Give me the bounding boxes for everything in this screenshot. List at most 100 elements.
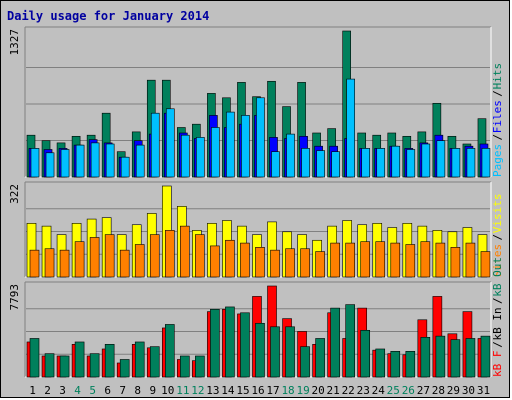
bar-pages-day-4 [75, 144, 85, 178]
x-tick-label-day-29: 29 [447, 384, 460, 397]
x-tick-label-day-22: 22 [342, 384, 355, 397]
bar-pages-day-2 [45, 152, 55, 178]
bar-kb-out-day-5 [89, 353, 100, 378]
bar-sites-day-22 [345, 242, 355, 278]
bar-sites-day-13 [210, 245, 220, 278]
legend-pages: Pages [491, 144, 504, 177]
bar-pages-day-11 [181, 134, 190, 178]
x-tick-label-day-19: 19 [296, 384, 309, 397]
bar-kb-out-day-21 [330, 307, 340, 378]
panel-2-ymax-label: 322 [8, 184, 21, 204]
legend-kb-f: kB F [491, 351, 504, 378]
legend-separator-0-0: / [491, 134, 504, 141]
bar-sites-day-28 [435, 242, 446, 278]
bar-sites-day-27 [420, 241, 431, 278]
bar-pages-day-17 [271, 151, 280, 178]
bar-kb-out-day-3 [59, 355, 70, 378]
bar-sites-day-25 [390, 242, 401, 278]
bar-pages-day-10 [165, 108, 175, 178]
x-tick-label-day-31: 31 [477, 384, 490, 397]
legend-kb-out: kB Out [491, 257, 504, 297]
bar-sites-day-30 [465, 242, 476, 278]
bar-kb-out-day-18 [285, 326, 295, 378]
bar-kb-out-day-9 [149, 346, 160, 378]
bar-kb-out-day-13 [210, 308, 220, 378]
bar-sites-day-17 [270, 249, 280, 278]
bar-sites-day-29 [450, 247, 461, 278]
panel-3-ymax-label: 7793 [8, 284, 21, 311]
bar-pages-day-3 [60, 149, 70, 178]
bar-kb-out-day-2 [44, 353, 55, 378]
x-tick-label-day-21: 21 [327, 384, 340, 397]
x-tick-label-day-30: 30 [462, 384, 475, 397]
bar-sites-day-20 [315, 251, 325, 278]
bar-sites-day-7 [119, 249, 130, 278]
bar-sites-day-10 [164, 230, 175, 278]
bar-sites-day-3 [59, 249, 70, 278]
bar-sites-day-4 [74, 241, 85, 278]
x-tick-label-day-17: 17 [266, 384, 279, 397]
bar-pages-day-5 [90, 142, 100, 178]
bar-kb-out-day-12 [195, 355, 205, 378]
bar-sites-day-26 [405, 244, 416, 278]
x-tick-label-day-15: 15 [236, 384, 249, 397]
bar-pages-day-21 [331, 151, 340, 178]
x-tick-label-day-28: 28 [432, 384, 445, 397]
x-tick-label-day-16: 16 [251, 384, 264, 397]
bar-kb-out-day-27 [420, 336, 431, 378]
bar-sites-day-19 [300, 248, 310, 278]
bar-sites-day-21 [330, 242, 340, 278]
bar-kb-out-day-6 [104, 344, 115, 378]
bar-pages-day-1 [30, 148, 40, 178]
x-tick-label-day-23: 23 [357, 384, 370, 397]
bar-kb-out-day-16 [255, 322, 265, 378]
x-tick-label-day-6: 6 [104, 384, 111, 397]
bar-sites-day-8 [134, 244, 145, 278]
bar-sites-day-24 [375, 241, 386, 278]
panel-1-ymax-label: 1327 [8, 29, 21, 56]
legend-files: Files [491, 100, 504, 133]
bar-sites-day-12 [195, 234, 205, 278]
legend-kb-in: kB In [491, 307, 504, 340]
bar-sites-day-23 [360, 241, 371, 278]
bar-sites-day-1 [29, 249, 40, 278]
bar-pages-day-27 [421, 143, 431, 178]
x-tick-label-day-26: 26 [402, 384, 415, 397]
legend-separator-2-1: / [491, 297, 504, 304]
x-tick-label-day-5: 5 [89, 384, 96, 397]
x-tick-label-day-2: 2 [44, 384, 51, 397]
bar-kb-out-day-19 [300, 346, 310, 378]
bar-kb-out-day-10 [164, 324, 175, 378]
x-tick-label-day-11: 11 [176, 384, 189, 397]
bar-pages-day-31 [481, 148, 491, 178]
bar-pages-day-18 [286, 133, 295, 178]
bar-kb-out-day-7 [119, 359, 130, 378]
bar-kb-out-day-25 [390, 351, 401, 378]
bar-kb-out-day-17 [270, 326, 280, 378]
x-tick-label-day-14: 14 [221, 384, 235, 397]
bar-pages-day-12 [196, 137, 205, 178]
bar-pages-day-28 [436, 140, 446, 178]
bar-pages-day-25 [391, 145, 401, 178]
x-tick-label-day-27: 27 [417, 384, 430, 397]
bar-pages-day-6 [105, 143, 115, 178]
bar-kb-out-day-15 [240, 312, 250, 378]
bar-pages-day-14 [226, 111, 235, 178]
legend-separator-2-0: / [491, 341, 504, 348]
x-tick-label-day-1: 1 [29, 384, 36, 397]
bar-kb-out-day-11 [180, 355, 190, 378]
bar-pages-day-19 [301, 148, 310, 178]
bar-pages-day-15 [241, 115, 250, 178]
bar-pages-day-20 [316, 150, 325, 178]
bar-kb-out-day-14 [225, 306, 235, 378]
bar-sites-day-16 [255, 247, 265, 278]
x-tick-label-day-9: 9 [149, 384, 156, 397]
bar-sites-day-18 [285, 248, 295, 278]
bar-sites-day-9 [149, 234, 160, 278]
legend-sites: Sites [491, 244, 504, 277]
bar-pages-day-22 [346, 78, 355, 178]
bar-sites-day-2 [44, 248, 55, 278]
x-tick-label-day-12: 12 [191, 384, 204, 397]
bar-sites-day-11 [180, 225, 190, 278]
